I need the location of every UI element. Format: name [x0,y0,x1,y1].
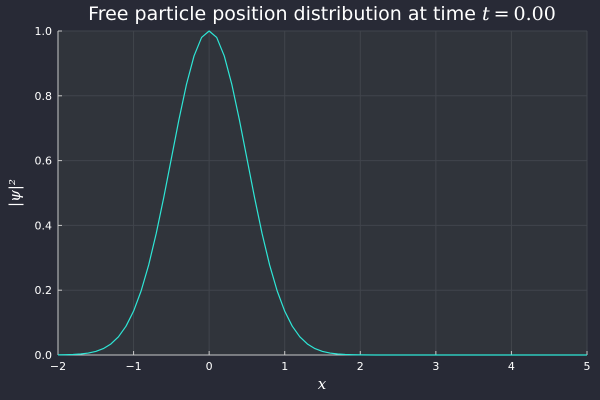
x-tick-label: 1 [281,360,288,373]
chart-title: Free particle position distribution at t… [88,3,556,25]
chart-title-eq: = [494,3,510,25]
x-tick-label: 4 [508,360,515,373]
chart-title-text: Free particle position distribution at t… [88,3,476,25]
y-tick-label: 0.0 [35,349,53,362]
x-tick-label: −1 [125,360,141,373]
y-tick-label: 0.8 [35,90,53,103]
y-tick-label: 0.6 [35,155,53,168]
x-axis-label: x [318,375,327,393]
y-axis-label: |ψ|² [6,179,24,207]
chart-title-var: t [482,3,490,25]
series-line [57,30,587,356]
x-tick-label: 2 [357,360,364,373]
x-tick-label: 5 [584,360,591,373]
plot-area [58,31,587,355]
x-ticks: −2 −1 0 1 2 3 4 5 [50,351,591,373]
y-tick-label: 1.0 [35,25,53,38]
x-tick-label: 0 [206,360,213,373]
y-tick-label: 0.2 [35,284,53,297]
y-tick-label: 0.4 [35,219,53,232]
y-ticks: 0.0 0.2 0.4 0.6 0.8 1.0 [35,25,62,362]
series-group [57,30,587,356]
chart-title-value: 0.00 [514,3,556,25]
x-tick-label: −2 [50,360,66,373]
x-tick-label: 3 [432,360,439,373]
